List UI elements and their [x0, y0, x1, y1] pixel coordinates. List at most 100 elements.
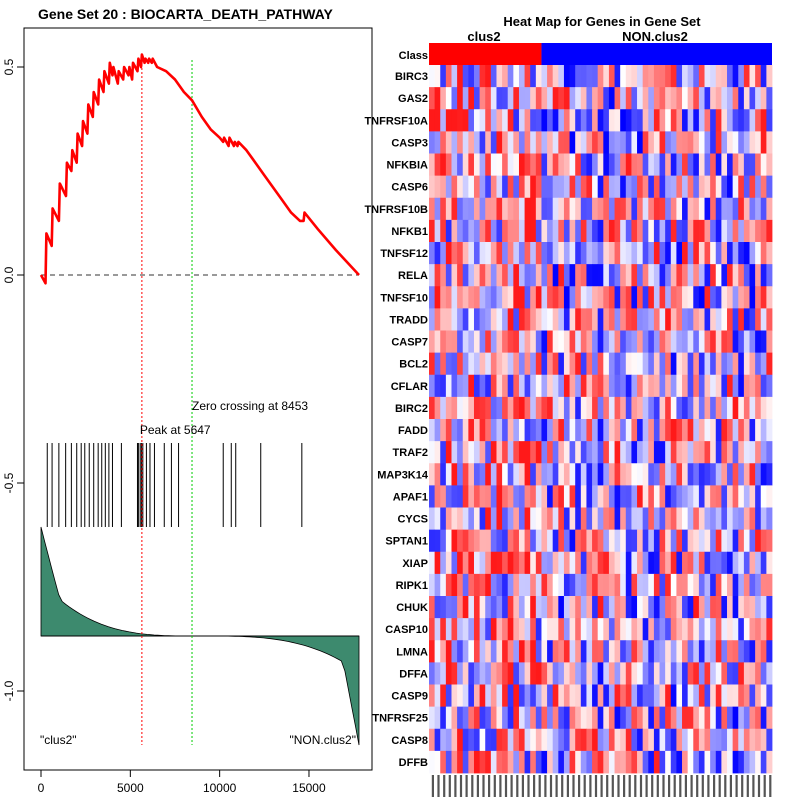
heat-cell — [704, 419, 711, 442]
heat-cell — [620, 618, 627, 641]
heat-cell — [665, 308, 672, 331]
heat-cell — [580, 750, 587, 774]
heat-cell — [507, 175, 514, 199]
heat-cell — [738, 330, 745, 354]
heat-cell — [479, 153, 486, 177]
heat-cell — [755, 197, 762, 221]
heat-cell — [614, 308, 621, 331]
heat-cell — [434, 507, 441, 531]
heat-cell — [766, 396, 773, 420]
heat-cell — [580, 485, 587, 508]
heat-cell — [614, 153, 621, 177]
heat-cell — [659, 728, 666, 752]
heat-cell — [614, 197, 621, 221]
heat-cell — [710, 308, 717, 331]
heat-cell — [603, 153, 610, 177]
heat-cell — [625, 596, 632, 619]
heat-cell — [563, 242, 570, 265]
heat-cell — [547, 463, 554, 486]
heat-cell — [614, 706, 621, 730]
heat-cell — [710, 87, 717, 110]
heat-cell — [608, 706, 615, 730]
heat-cell — [535, 65, 542, 88]
heat-cell — [513, 573, 520, 597]
heat-cell — [558, 485, 565, 508]
heat-cell — [687, 750, 694, 774]
heat-cell — [608, 308, 615, 331]
heat-cell — [597, 153, 604, 177]
heat-cell — [653, 684, 660, 708]
heat-cell — [704, 441, 711, 464]
heat-cell — [535, 352, 542, 376]
heat-cell — [653, 485, 660, 508]
heat-cell — [698, 750, 705, 774]
heat-cell — [676, 109, 683, 132]
heat-cell — [440, 65, 447, 88]
heat-cell — [704, 65, 711, 88]
heat-cell — [530, 463, 537, 486]
heat-cell — [457, 352, 464, 376]
column-label-mark — [578, 775, 581, 797]
heat-cell — [704, 573, 711, 597]
heat-cell — [614, 330, 621, 354]
heat-cell — [530, 573, 537, 597]
heat-cell — [625, 662, 632, 685]
heat-cell — [687, 175, 694, 199]
heat-cell — [434, 596, 441, 619]
heat-cell — [738, 308, 745, 331]
heat-cell — [766, 153, 773, 177]
heat-cell — [434, 684, 441, 708]
heat-cell — [659, 308, 666, 331]
y-tick-label-2: -0.5 — [2, 472, 16, 493]
heat-cell — [727, 485, 734, 508]
heat-cell — [440, 640, 447, 663]
heat-cell — [715, 219, 722, 243]
heat-cell — [766, 242, 773, 265]
heat-cell — [743, 573, 750, 597]
heat-cell — [429, 463, 436, 486]
heat-cell — [766, 640, 773, 663]
heat-cell — [608, 242, 615, 265]
heat-cell — [608, 396, 615, 420]
heat-cell — [513, 153, 520, 177]
heat-cell — [580, 352, 587, 376]
heat-cell — [715, 551, 722, 575]
heat-cell — [524, 441, 531, 464]
heat-cell — [490, 640, 497, 663]
heat-cell — [614, 640, 621, 663]
heat-cell — [676, 219, 683, 243]
heat-cell — [642, 308, 649, 331]
heat-cell — [518, 485, 525, 508]
heat-cell — [490, 573, 497, 597]
heat-cell — [715, 109, 722, 132]
heat-cell — [507, 706, 514, 730]
heat-cell — [603, 308, 610, 331]
heat-cell — [721, 640, 728, 663]
heat-cell — [485, 596, 492, 619]
heat-cell — [496, 507, 503, 531]
heat-cell — [659, 640, 666, 663]
heat-cell — [721, 573, 728, 597]
heat-cell — [704, 596, 711, 619]
heat-cell — [429, 197, 436, 221]
heat-cell — [687, 684, 694, 708]
heat-cell — [614, 463, 621, 486]
heat-cell — [738, 242, 745, 265]
heat-cell — [603, 87, 610, 110]
heat-cell — [518, 728, 525, 752]
heat-cell — [586, 684, 593, 708]
heat-cell — [496, 352, 503, 376]
heat-cell — [552, 485, 559, 508]
heat-cell — [457, 374, 464, 398]
heat-cell — [502, 507, 509, 531]
heat-cell — [457, 87, 464, 110]
y-tick-label-0: 0.5 — [2, 58, 16, 75]
heat-cell — [575, 551, 582, 575]
heat-cell — [490, 684, 497, 708]
heat-cell — [749, 706, 756, 730]
heat-cell — [648, 153, 655, 177]
heat-cell — [727, 618, 734, 641]
heat-cell — [648, 175, 655, 199]
heat-cell — [676, 551, 683, 575]
heat-cell — [710, 286, 717, 309]
